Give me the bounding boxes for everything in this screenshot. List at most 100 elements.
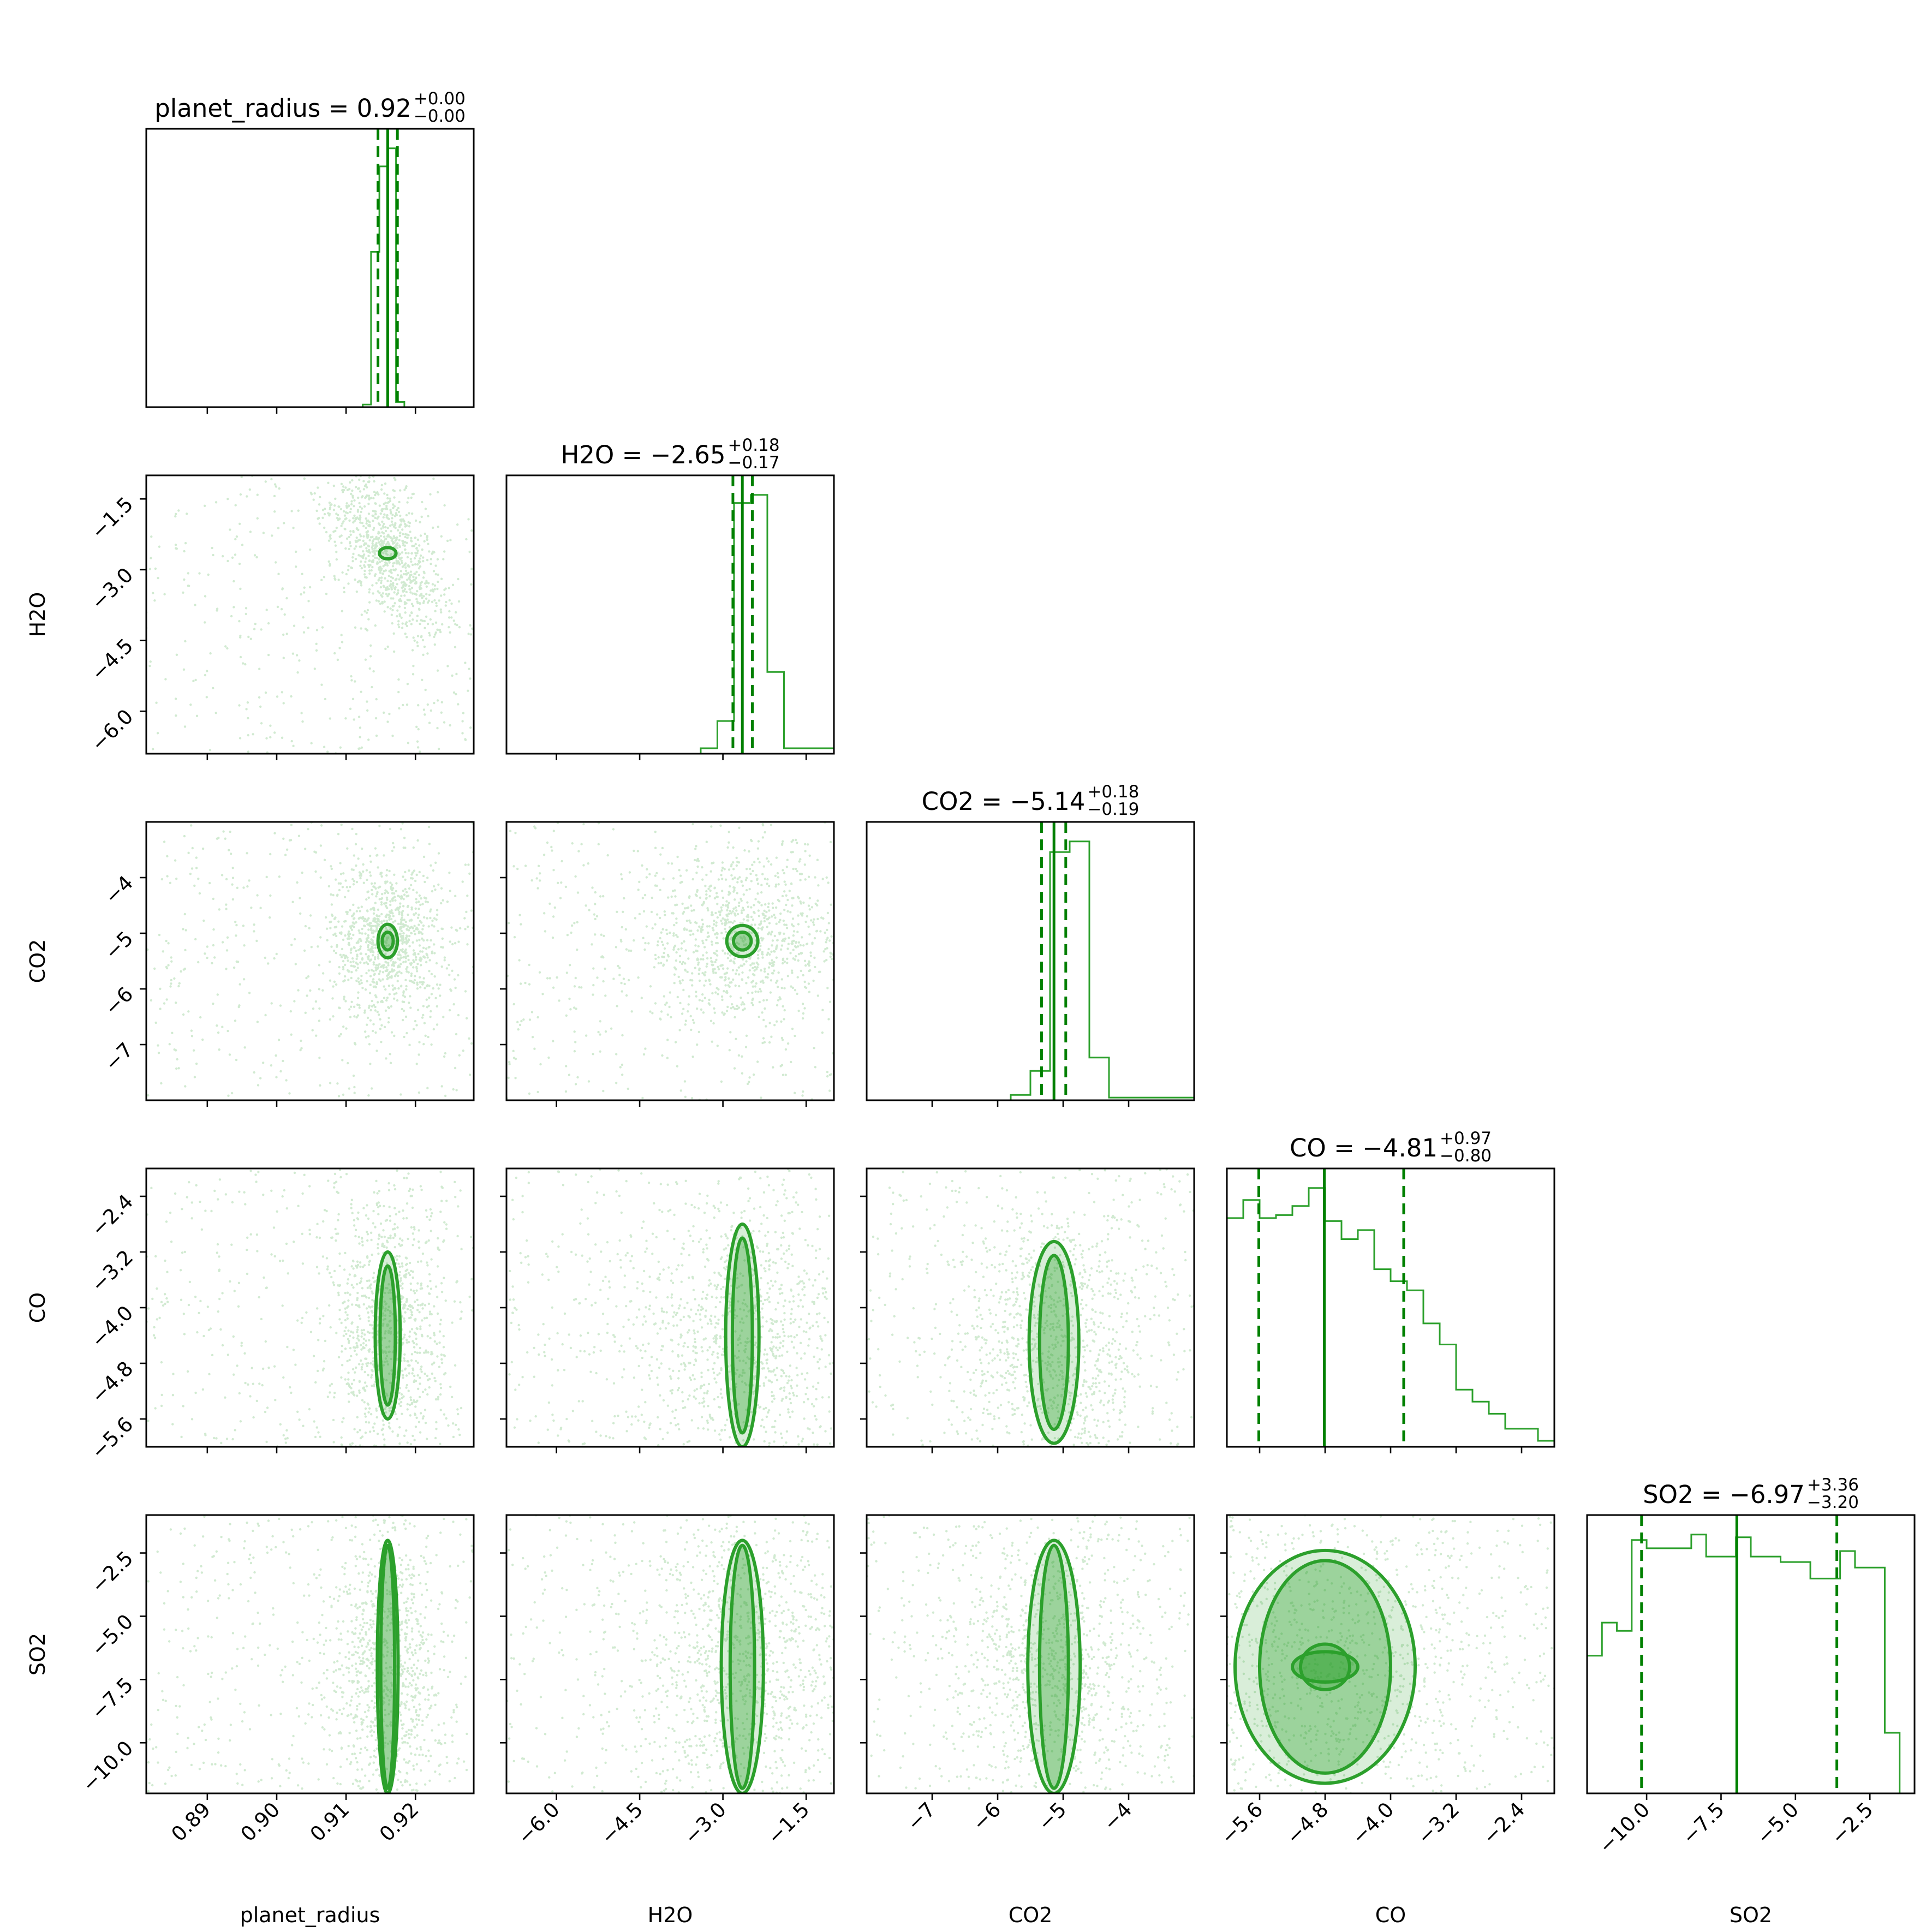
x-tick-label-co2: −6 bbox=[968, 1798, 1005, 1835]
x-axis-label-planet-radius: planet_radius bbox=[240, 1903, 380, 1927]
panel-title-h2o: H2O = −2.65 +0.18−0.17 bbox=[560, 436, 779, 473]
x-tick-label-planet-radius: 0.91 bbox=[306, 1798, 354, 1846]
title-minus-error: −0.80 bbox=[1440, 1146, 1492, 1166]
sample-points bbox=[506, 821, 912, 1101]
panel-title-co2: CO2 = −5.14 +0.18−0.19 bbox=[922, 782, 1140, 819]
x-tick-label-planet-radius: 0.90 bbox=[236, 1798, 285, 1846]
histogram-h2o bbox=[506, 495, 834, 754]
panel-frame bbox=[1227, 1168, 1554, 1447]
x-tick-label-co2: −4 bbox=[1099, 1798, 1136, 1835]
scatter-panel-h2o-vs-planet-radius bbox=[145, 443, 475, 755]
x-axis-label-co2: CO2 bbox=[1009, 1903, 1053, 1927]
y-tick-label-co2: −7 bbox=[100, 1038, 138, 1076]
sample-points bbox=[508, 1104, 908, 1583]
panel-frame bbox=[506, 1515, 834, 1793]
x-tick-label-so2: −5.0 bbox=[1752, 1798, 1803, 1849]
panel-frame bbox=[506, 475, 834, 754]
diag-panel-h2o: H2O = −2.65 +0.18−0.17 bbox=[506, 436, 834, 754]
scatter-panel-co-vs-h2o bbox=[506, 1104, 908, 1583]
scatter-panel-so2-vs-co bbox=[1012, 1438, 1605, 1926]
x-tick-label-co: −2.4 bbox=[1478, 1798, 1529, 1849]
title-value: CO = −4.81 bbox=[1290, 1134, 1438, 1162]
y-axis-label-h2o: H2O bbox=[26, 592, 50, 637]
title-minus-error: −0.17 bbox=[728, 453, 780, 473]
y-tick-label-h2o: −1.5 bbox=[86, 492, 138, 544]
y-tick-label-h2o: −3.0 bbox=[86, 563, 138, 615]
y-tick-label-so2: −7.5 bbox=[86, 1673, 138, 1724]
histogram-so2 bbox=[1587, 1535, 1915, 1793]
panel-frame bbox=[146, 129, 474, 407]
diag-panel-so2: SO2 = −6.97 +3.36−3.20 bbox=[1587, 1475, 1915, 1793]
scatter-panel-so2-vs-planet-radius bbox=[145, 1426, 479, 1916]
title-value: H2O = −2.65 bbox=[560, 440, 725, 469]
histogram-planet-radius bbox=[146, 148, 474, 407]
y-tick-label-h2o: −6.0 bbox=[86, 705, 138, 756]
panel-frame bbox=[146, 475, 474, 754]
title-minus-error: −0.19 bbox=[1087, 800, 1139, 819]
y-tick-label-co: −4.8 bbox=[86, 1357, 138, 1408]
scatter-panel-co2-vs-planet-radius bbox=[146, 821, 475, 1100]
scatter-panel-co2-vs-h2o bbox=[506, 821, 912, 1101]
x-tick-label-so2: −2.5 bbox=[1827, 1798, 1878, 1849]
y-tick-label-co: −4.0 bbox=[86, 1301, 138, 1352]
sample-points bbox=[145, 1426, 479, 1916]
x-tick-label-planet-radius: 0.92 bbox=[375, 1798, 424, 1846]
panel-title-so2: SO2 = −6.97 +3.36−3.20 bbox=[1643, 1475, 1859, 1512]
panel-frame bbox=[146, 1168, 474, 1447]
sample-points bbox=[145, 443, 475, 755]
histogram-co bbox=[1227, 1188, 1554, 1447]
y-tick-label-so2: −10.0 bbox=[77, 1736, 138, 1797]
title-plus-error: +0.97 bbox=[1440, 1129, 1492, 1148]
x-tick-label-co2: −5 bbox=[1033, 1798, 1071, 1835]
y-tick-label-co2: −6 bbox=[100, 982, 138, 1020]
x-tick-label-so2: −7.5 bbox=[1678, 1798, 1729, 1849]
panel-title-planet-radius: planet_radius = 0.92 +0.00−0.00 bbox=[154, 89, 466, 126]
x-axis-label-co: CO bbox=[1375, 1903, 1406, 1927]
scatter-panel-so2-vs-co2 bbox=[866, 1443, 1195, 1903]
title-plus-error: +0.00 bbox=[414, 89, 466, 109]
title-value: SO2 = −6.97 bbox=[1643, 1480, 1805, 1509]
x-tick-label-h2o: −3.0 bbox=[679, 1798, 731, 1849]
histogram-co2 bbox=[867, 842, 1194, 1100]
title-plus-error: +0.18 bbox=[1087, 782, 1139, 802]
panel-frame bbox=[867, 822, 1194, 1100]
y-tick-label-co: −2.4 bbox=[86, 1190, 138, 1241]
diag-panel-co: CO = −4.81 +0.97−0.80 bbox=[1227, 1129, 1554, 1447]
x-tick-label-h2o: −1.5 bbox=[763, 1798, 814, 1849]
x-tick-label-co2: −7 bbox=[902, 1798, 940, 1835]
y-tick-label-so2: −5.0 bbox=[86, 1609, 138, 1661]
x-tick-label-planet-radius: 0.89 bbox=[167, 1798, 216, 1846]
y-tick-label-co2: −4 bbox=[100, 871, 138, 909]
x-tick-label-co: −3.2 bbox=[1412, 1798, 1464, 1849]
y-axis-label-co: CO bbox=[26, 1292, 50, 1323]
x-tick-label-h2o: −6.0 bbox=[513, 1798, 564, 1849]
y-tick-label-so2: −2.5 bbox=[86, 1547, 138, 1598]
x-tick-label-co: −5.6 bbox=[1216, 1798, 1267, 1849]
x-axis-label-so2: SO2 bbox=[1730, 1903, 1772, 1927]
x-tick-label-co: −4.8 bbox=[1281, 1798, 1333, 1849]
title-value: planet_radius = 0.92 bbox=[154, 94, 412, 123]
panel-title-co: CO = −4.81 +0.97−0.80 bbox=[1290, 1129, 1492, 1166]
y-axis-label-co2: CO2 bbox=[26, 939, 50, 983]
panel-frame bbox=[146, 822, 474, 1100]
title-minus-error: −3.20 bbox=[1807, 1493, 1859, 1512]
diag-panel-planet-radius: planet_radius = 0.92 +0.00−0.00 bbox=[146, 89, 474, 407]
x-tick-label-co: −4.0 bbox=[1347, 1798, 1398, 1849]
sample-points bbox=[145, 1121, 479, 1562]
y-tick-label-co2: −5 bbox=[100, 927, 138, 964]
x-tick-label-h2o: −4.5 bbox=[596, 1798, 647, 1849]
scatter-panel-co-vs-planet-radius bbox=[145, 1121, 479, 1562]
title-minus-error: −0.00 bbox=[414, 106, 466, 126]
x-axis-label-h2o: H2O bbox=[648, 1903, 693, 1927]
title-plus-error: +0.18 bbox=[728, 436, 780, 455]
sample-points bbox=[146, 821, 474, 1098]
diag-panel-co2: CO2 = −5.14 +0.18−0.19 bbox=[867, 782, 1194, 1100]
scatter-panel-co-vs-co2 bbox=[866, 1078, 1207, 1543]
x-tick-label-so2: −10.0 bbox=[1594, 1798, 1655, 1858]
title-value: CO2 = −5.14 bbox=[922, 787, 1086, 816]
y-axis-label-so2: SO2 bbox=[26, 1633, 50, 1675]
y-tick-label-co: −3.2 bbox=[86, 1245, 138, 1297]
title-plus-error: +3.36 bbox=[1807, 1475, 1859, 1495]
y-tick-label-h2o: −4.5 bbox=[86, 634, 138, 685]
